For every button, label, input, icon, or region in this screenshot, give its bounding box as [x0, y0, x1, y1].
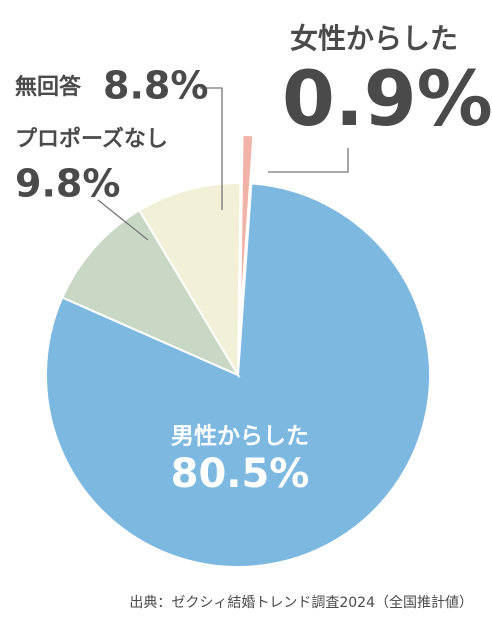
- slice-label: プロポーズなし: [15, 126, 168, 152]
- value-label: 0.9%: [282, 54, 492, 143]
- leader-line: [97, 199, 149, 241]
- slice-label: 女性からした: [290, 22, 458, 55]
- leader-line: [268, 148, 349, 173]
- leader-line: [200, 87, 223, 210]
- pie-slice: [137, 182, 242, 379]
- slice-label: 無回答: [15, 74, 82, 100]
- value-label: 8.8%: [103, 64, 208, 108]
- source: 出典：ゼクシィ結婚トレンド調査2024（全国推計値）: [129, 594, 473, 611]
- pie-slice: [61, 208, 241, 378]
- value-label: 9.8%: [15, 162, 120, 206]
- leader-lines: [97, 87, 349, 241]
- value-label: 80.5%: [171, 451, 310, 497]
- pie-slice: [238, 134, 255, 328]
- slice-label: 男性からした: [171, 424, 309, 450]
